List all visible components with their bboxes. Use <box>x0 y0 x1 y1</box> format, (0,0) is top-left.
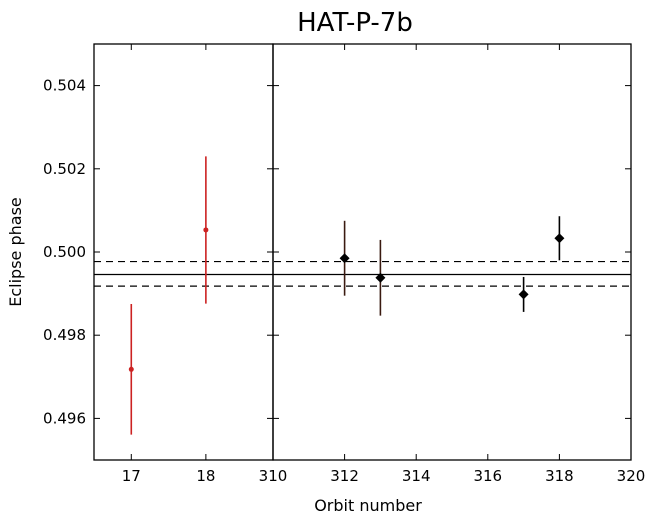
y-tick-label: 0.496 <box>43 409 86 427</box>
data-point <box>339 253 350 264</box>
x-tick-label: 18 <box>196 467 215 485</box>
x-tick-label: 320 <box>617 467 646 485</box>
y-tick-label: 0.502 <box>43 160 86 178</box>
data-point <box>375 272 386 283</box>
plot-area: 0.496 0.498 0.500 0.502 0.504 17 18 310 312 314 31… <box>43 43 646 485</box>
panel-frame-left <box>93 43 274 461</box>
x-axis-label: Orbit number <box>314 496 422 515</box>
data-point <box>203 227 209 233</box>
y-axis-label: Eclipse phase <box>6 197 25 307</box>
x-tick-label: 316 <box>473 467 502 485</box>
x-tick-label: 17 <box>122 467 141 485</box>
x-tick-label: 314 <box>402 467 431 485</box>
y-tick-label: 0.498 <box>43 326 86 344</box>
data-point <box>554 233 565 244</box>
y-tick-label: 0.500 <box>43 243 86 261</box>
chart-title: HAT-P-7b <box>297 8 413 38</box>
panel-frame-right <box>272 43 632 461</box>
y-tick-label: 0.504 <box>43 77 86 95</box>
x-tick-label: 310 <box>259 467 288 485</box>
x-tick-label: 318 <box>545 467 574 485</box>
data-point <box>518 289 529 300</box>
data-point <box>128 366 134 372</box>
x-tick-label: 312 <box>330 467 359 485</box>
